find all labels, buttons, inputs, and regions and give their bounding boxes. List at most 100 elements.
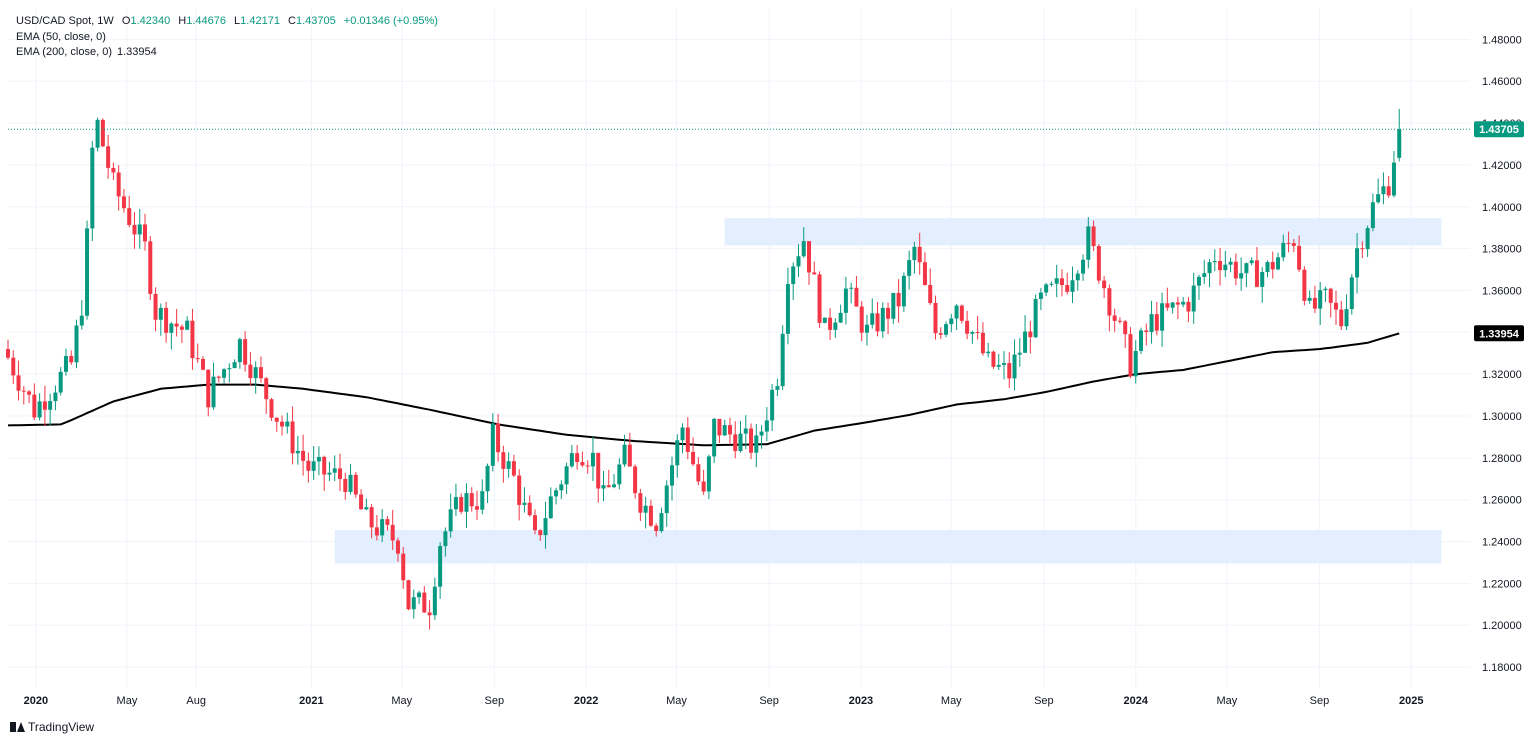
candle-body (1023, 331, 1028, 353)
candle-body (106, 146, 111, 168)
candle-body (153, 293, 158, 320)
ema200-value: 1.33954 (117, 46, 157, 58)
candle-body (369, 507, 374, 528)
range-zone (334, 530, 1442, 564)
candle-body (1081, 259, 1086, 274)
candle-body (364, 507, 369, 510)
candle-body (764, 420, 769, 432)
candle-body (896, 292, 901, 307)
candle-body (164, 307, 169, 333)
change-value: +0.01346 (+0.95%) (343, 15, 438, 27)
x-tick-label: May (941, 695, 962, 707)
x-tick-label: 2024 (1124, 695, 1149, 707)
candle-body (243, 339, 248, 365)
x-tick-label: 2023 (849, 695, 873, 707)
candle-body (912, 246, 917, 261)
x-tick-label: 2021 (299, 695, 323, 707)
candle-body (738, 433, 743, 452)
candle-body (1349, 277, 1354, 310)
candle-body (1328, 288, 1333, 303)
candle-body (422, 592, 427, 613)
candle-body (306, 460, 311, 471)
candle-body (438, 546, 443, 587)
candle-body (158, 307, 163, 320)
candle-body (1207, 262, 1212, 274)
y-tick-label: 1.38000 (1482, 244, 1522, 256)
candle-body (991, 351, 996, 367)
candle-body (617, 464, 622, 485)
candle-body (1302, 269, 1307, 301)
ema-price-tag (1474, 325, 1524, 342)
candle-body (754, 435, 759, 453)
candle-body (743, 428, 748, 434)
candle-body (1059, 278, 1064, 286)
candle-body (1123, 321, 1128, 335)
y-tick-label: 1.22000 (1482, 578, 1522, 590)
candle-body (311, 461, 316, 471)
candle-body (132, 224, 137, 235)
candle-body (42, 401, 47, 410)
candle-body (1391, 162, 1396, 196)
candle-body (385, 519, 390, 525)
candle-body (37, 401, 42, 418)
candle-body (95, 119, 100, 148)
candle-body (511, 461, 516, 476)
candle-body (1075, 273, 1080, 281)
candle-body (116, 172, 121, 197)
candle-body (775, 386, 780, 390)
candle-body (1265, 262, 1270, 272)
candle-body (938, 333, 943, 335)
candle-body (475, 506, 480, 510)
y-axis[interactable]: 1.480001.460001.440001.420001.400001.380… (1474, 34, 1524, 674)
candle-body (1086, 226, 1091, 260)
ema200-label: EMA (200, close, 0) (16, 46, 112, 58)
ema-price-label: 1.33954 (1479, 328, 1520, 340)
candle-body (996, 364, 1001, 367)
candle-body (1139, 330, 1144, 351)
candle-body (1107, 288, 1112, 316)
x-axis[interactable]: 2020 May Aug 2021 May Sep 2022 May Sep 2023 May Sep… (24, 695, 1424, 707)
candle-body (1012, 354, 1017, 379)
candle-body (58, 371, 63, 393)
y-tick-label: 1.30000 (1482, 411, 1522, 423)
candle-body (1007, 363, 1012, 379)
candle-body (406, 580, 411, 610)
candle-body (559, 484, 564, 491)
candle-body (1249, 260, 1254, 264)
candle-body (801, 241, 806, 257)
x-tick-label: 2022 (574, 695, 598, 707)
candle-body (179, 326, 184, 330)
candle-body (1102, 280, 1107, 289)
symbol-title[interactable]: USD/CAD Spot, 1W (16, 15, 114, 27)
candle-body (807, 241, 812, 273)
candle-body (1355, 248, 1360, 278)
candle-body (627, 444, 632, 467)
tradingview-logo-icon (10, 722, 25, 732)
candle-body (954, 305, 959, 319)
candle-body (174, 323, 179, 327)
candle-body (733, 434, 738, 452)
candle-body (453, 497, 458, 510)
candle-body (949, 318, 954, 325)
legend-ema200-row[interactable]: EMA (200, close, 0) 1.33954 (16, 45, 438, 61)
candle-body (517, 475, 522, 505)
candle-body (1228, 261, 1233, 265)
candle-body (1065, 285, 1070, 292)
candle-body (543, 518, 548, 536)
candle-body (532, 515, 537, 531)
candle-body (970, 332, 975, 334)
candle-body (880, 307, 885, 332)
candle-body (1154, 314, 1159, 331)
candle-body (480, 491, 485, 510)
candle-body (696, 464, 701, 482)
candle-body (965, 320, 970, 334)
tradingview-brand[interactable]: TradingView (10, 720, 94, 734)
candle-body (585, 465, 590, 467)
candle-body (680, 427, 685, 441)
legend-ema50-row[interactable]: EMA (50, close, 0) (16, 30, 438, 46)
candle-body (21, 390, 26, 392)
candle-body (90, 147, 95, 229)
candle-body (701, 481, 706, 492)
x-tick-label: May (1216, 695, 1237, 707)
